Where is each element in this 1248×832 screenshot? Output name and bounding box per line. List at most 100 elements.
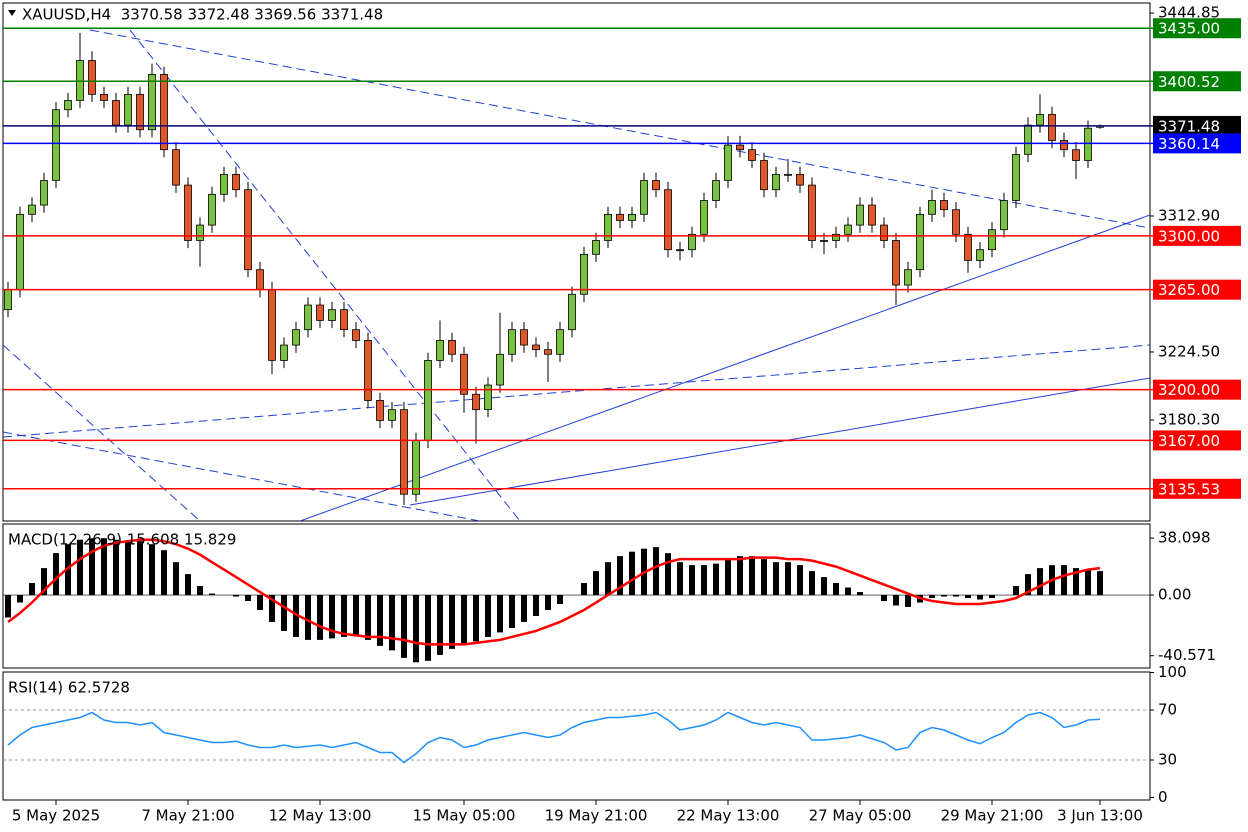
- candle-body: [364, 340, 372, 401]
- candle-body: [268, 289, 276, 361]
- candle-body: [196, 224, 204, 241]
- candle-body: [964, 233, 972, 261]
- candle-body: [1072, 149, 1080, 161]
- candle-body: [940, 200, 948, 211]
- level-label: 3135.53: [1158, 480, 1220, 498]
- macd-bar: [233, 595, 239, 597]
- macd-bar: [593, 571, 599, 596]
- macd-bar: [905, 595, 911, 607]
- candle-body: [820, 240, 828, 242]
- macd-panel: [2, 523, 1151, 669]
- candle-body: [448, 340, 456, 355]
- macd-bar: [1073, 568, 1079, 596]
- candle-body: [292, 329, 300, 346]
- collapse-icon: [8, 10, 16, 16]
- macd-bar: [269, 595, 275, 622]
- candle-body: [568, 293, 576, 331]
- macd-bar: [161, 550, 167, 596]
- candle-body: [520, 329, 528, 346]
- x-tick-label: 5 May 2025: [12, 807, 100, 825]
- candle-body: [388, 409, 396, 421]
- macd-bar: [413, 595, 419, 663]
- macd-bar: [113, 539, 119, 596]
- candle-body: [640, 180, 648, 215]
- macd-bar: [137, 541, 143, 596]
- candle-body: [484, 384, 492, 411]
- macd-bar: [893, 595, 899, 606]
- macd-bar: [629, 551, 635, 596]
- level-label: 3400.52: [1158, 73, 1220, 91]
- macd-bar: [521, 595, 527, 622]
- candle-body: [688, 233, 696, 251]
- candle-body: [28, 204, 36, 215]
- macd-bar: [377, 595, 383, 646]
- candle-body: [748, 149, 756, 161]
- y-tick-label: 100: [1158, 663, 1187, 681]
- macd-bar: [509, 595, 515, 628]
- macd-bar: [953, 595, 959, 597]
- level-label-box: [1153, 279, 1241, 300]
- macd-bar: [809, 571, 815, 596]
- y-tick-label: 3180.30: [1158, 410, 1220, 428]
- macd-bar: [329, 595, 335, 639]
- candle-body: [580, 253, 588, 295]
- candle-body: [832, 233, 840, 241]
- x-tick-label: 27 May 05:00: [809, 807, 912, 825]
- macd-bar: [77, 539, 83, 596]
- chart-title: XAUUSD,H4 3370.58 3372.48 3369.56 3371.4…: [22, 6, 383, 24]
- indicator-label: RSI(14) 62.5728: [8, 679, 130, 697]
- candle-body: [88, 60, 96, 95]
- main-panel: [2, 2, 1151, 522]
- y-tick-label: -40.571: [1158, 646, 1216, 664]
- macd-bar: [677, 562, 683, 596]
- candle-body: [808, 184, 816, 241]
- macd-bar: [605, 562, 611, 596]
- candle-body: [1024, 124, 1032, 155]
- candle-body: [988, 229, 996, 251]
- macd-bar: [173, 562, 179, 596]
- y-tick-label: 3444.85: [1158, 4, 1220, 22]
- macd-bar: [725, 559, 731, 596]
- x-tick-label: 19 May 21:00: [545, 807, 648, 825]
- candle-body: [796, 173, 804, 186]
- y-tick-label: 30: [1158, 751, 1177, 769]
- x-tick-label: 7 May 21:00: [141, 807, 234, 825]
- candle-body: [1012, 153, 1020, 201]
- macd-bar: [881, 595, 887, 602]
- level-label: 3435.00: [1158, 20, 1220, 38]
- candle-body: [1036, 113, 1044, 126]
- macd-bar: [857, 592, 863, 596]
- y-tick-label: 70: [1158, 701, 1177, 719]
- candle-body: [172, 149, 180, 186]
- macd-bar: [1013, 586, 1019, 596]
- macd-bar: [1097, 571, 1103, 596]
- candle-body: [304, 304, 312, 331]
- level-label-box: [1153, 430, 1241, 451]
- level-label: 3371.48: [1158, 117, 1220, 135]
- candle-body: [112, 100, 120, 126]
- macd-bar: [557, 595, 563, 604]
- candle-body: [316, 304, 324, 321]
- macd-bar: [941, 595, 947, 597]
- macd-bar: [389, 595, 395, 651]
- macd-bar: [365, 595, 371, 640]
- macd-bar: [1025, 574, 1031, 596]
- level-label: 3265.00: [1158, 281, 1220, 299]
- candle-body: [16, 213, 24, 291]
- candle-body: [916, 213, 924, 271]
- macd-bar: [53, 553, 59, 596]
- candle-body: [544, 349, 552, 355]
- level-label-box: [1153, 115, 1241, 136]
- candle-body: [400, 409, 408, 495]
- candle-body: [892, 240, 900, 286]
- candle-body: [868, 204, 876, 226]
- level-label-box: [1153, 18, 1241, 39]
- macd-bar: [653, 547, 659, 596]
- candle-body: [904, 269, 912, 286]
- macd-bar: [353, 595, 359, 636]
- level-label: 3167.00: [1158, 432, 1220, 450]
- level-label-box: [1153, 225, 1241, 246]
- macd-bar: [833, 583, 839, 596]
- macd-bar: [1037, 568, 1043, 596]
- candle-body: [124, 93, 132, 126]
